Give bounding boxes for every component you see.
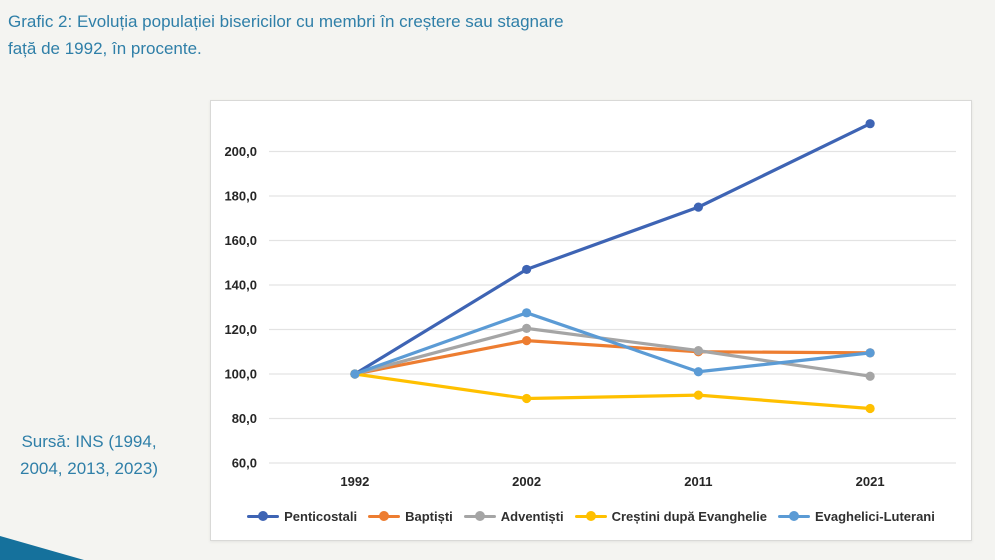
legend-dot-icon	[788, 511, 799, 521]
chart-title-line-2: față de 1992, în procente.	[8, 39, 202, 58]
legend-line-marker-icon	[463, 511, 496, 521]
y-axis-tick-label: 60,0	[232, 456, 257, 471]
legend-dot-icon	[258, 511, 269, 521]
source-note-line-2: 2004, 2013, 2023)	[19, 459, 158, 478]
legend-item: Baptiști	[368, 509, 453, 524]
data-point	[350, 369, 360, 379]
y-axis-tick-label: 200,0	[224, 144, 257, 159]
legend-line-marker-icon	[368, 511, 401, 521]
legend-item: Creștini după Evanghelie	[574, 508, 767, 524]
legend-label: Penticostali	[284, 508, 358, 524]
legend-label: Evaghelici-Luterani	[814, 508, 935, 524]
source-note-line-1: Sursă: INS (1994,	[21, 432, 157, 451]
x-axis-category-label: 2011	[684, 474, 712, 489]
legend-label: Creștini după Evanghelie	[611, 508, 767, 524]
source-note: Sursă: INS (1994, 2004, 2013, 2023)	[4, 428, 174, 482]
y-axis-tick-label: 140,0	[224, 278, 257, 293]
legend-item: Adventiști	[463, 508, 564, 524]
legend-item: Penticostali	[247, 509, 357, 524]
y-axis-tick-label: 160,0	[224, 233, 257, 248]
data-point	[522, 323, 532, 333]
legend-dot-icon	[379, 511, 390, 521]
data-point	[522, 393, 532, 404]
data-point	[522, 308, 532, 318]
legend-label: Baptiști	[405, 508, 453, 524]
data-point	[522, 264, 532, 275]
legend-line-marker-icon	[574, 511, 607, 521]
series-line	[353, 339, 872, 376]
legend-item: Evaghelici-Luterani	[777, 508, 935, 524]
x-axis-category-label: 2002	[512, 474, 541, 489]
legend-dot-icon	[585, 511, 596, 521]
legend-label: Adventiști	[500, 508, 564, 524]
legend-dot-icon	[474, 511, 485, 521]
data-point	[693, 202, 703, 212]
series-line	[353, 311, 872, 376]
series-line	[353, 372, 872, 411]
data-point	[865, 403, 875, 414]
x-axis-category-label: 2021	[856, 474, 885, 489]
data-point	[865, 371, 875, 381]
chart-title-line-1: Grafic 2: Evoluția populației bisericilo…	[8, 12, 564, 31]
data-point	[693, 367, 703, 377]
y-axis-tick-label: 100,0	[224, 367, 257, 382]
corner-triangle-decoration	[0, 536, 84, 560]
y-axis-tick-label: 180,0	[224, 189, 257, 204]
series-line	[353, 122, 872, 376]
data-point	[693, 390, 703, 400]
y-axis-tick-label: 80,0	[232, 411, 257, 426]
data-point	[522, 336, 532, 346]
chart-legend: Penticostali Baptiști Adventiști Creștini d…	[211, 503, 971, 529]
data-point	[865, 348, 875, 358]
data-point	[865, 119, 875, 129]
x-axis-category-label: 1992	[340, 474, 369, 489]
chart-panel: 60,0 80,0 100,0 120,0 140,0 160,0 180,0 200,0 19…	[210, 100, 972, 541]
legend-line-marker-icon	[247, 511, 280, 521]
legend-line-marker-icon	[777, 511, 810, 521]
data-point	[693, 346, 703, 356]
y-axis-tick-label: 120,0	[224, 322, 257, 337]
line-chart: 60,0 80,0 100,0 120,0 140,0 160,0 180,0 200,0 19…	[224, 119, 956, 489]
chart-title: Grafic 2: Evoluția populației bisericilo…	[8, 8, 748, 62]
